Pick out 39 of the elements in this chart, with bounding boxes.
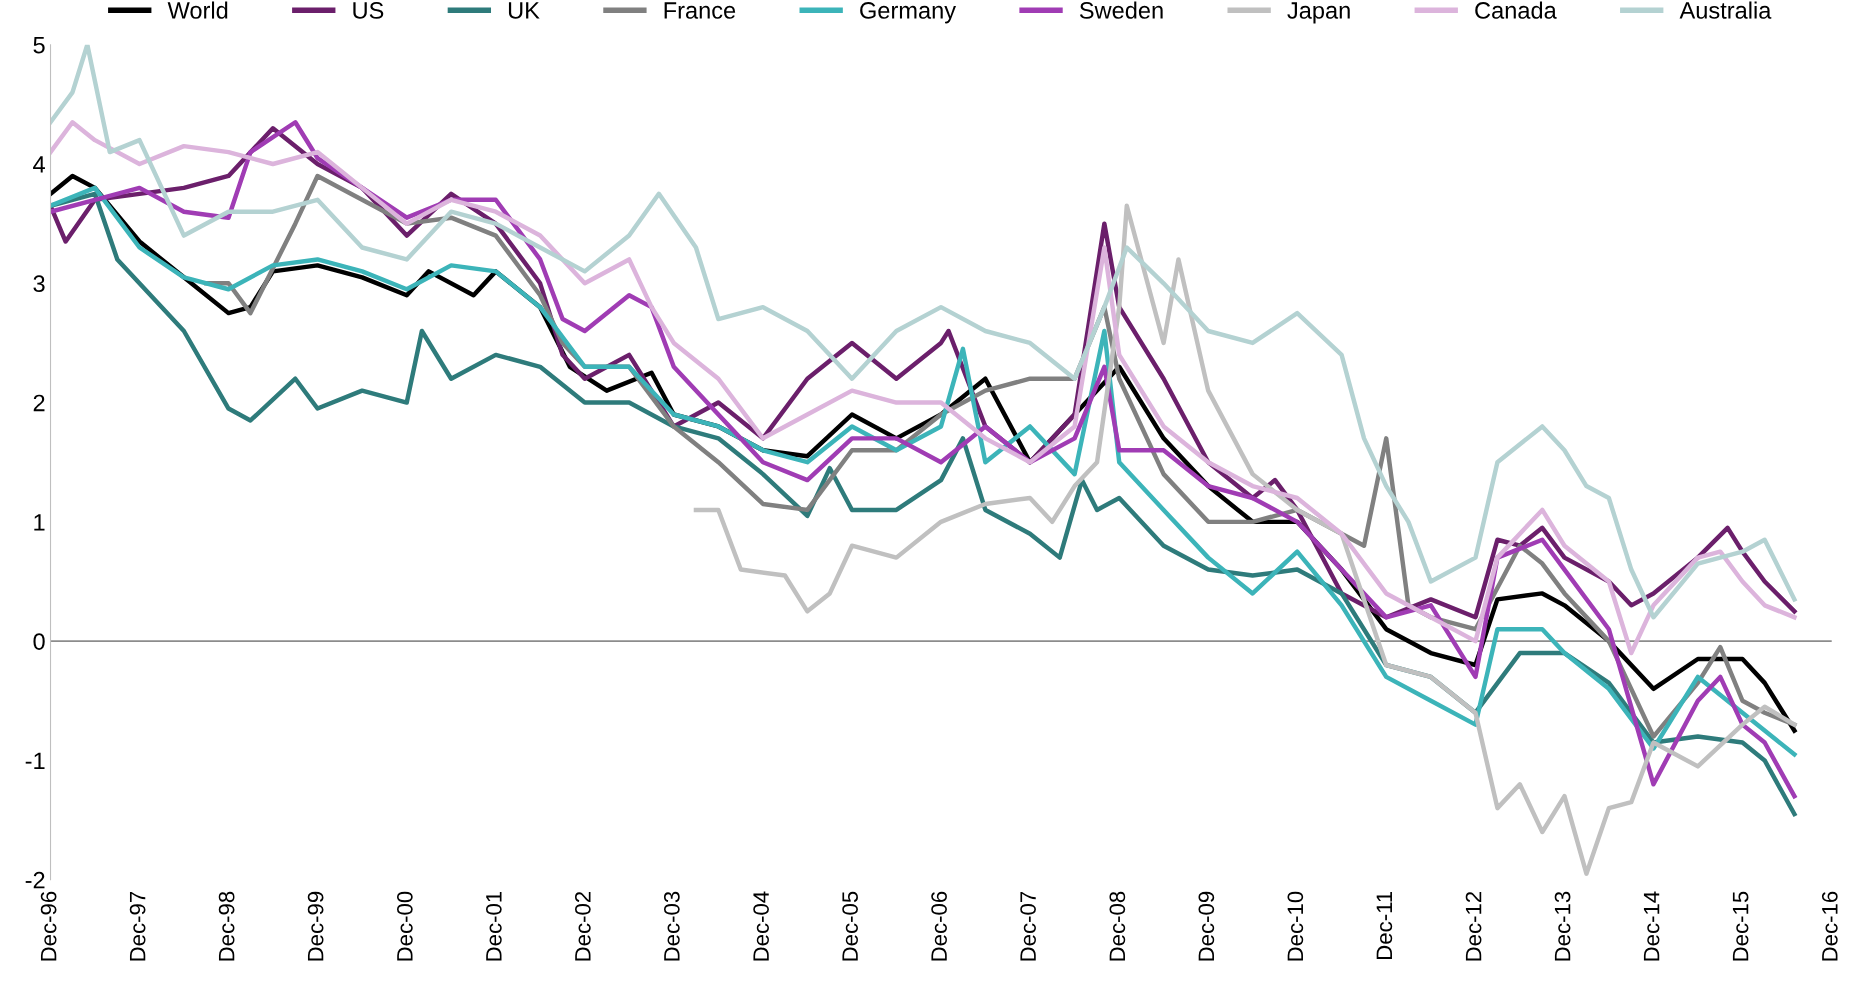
x-tick-label: Dec-16 bbox=[1821, 891, 1838, 961]
legend-label: Australia bbox=[1679, 1, 1772, 19]
legend-label: US bbox=[353, 2, 384, 19]
x-tick-label: Dec-98 bbox=[218, 891, 235, 961]
x-tick-label: Dec-99 bbox=[307, 891, 324, 961]
y-tick-label: 1 bbox=[34, 514, 45, 531]
line-series bbox=[693, 203, 1797, 876]
x-tick-label: Dec-06 bbox=[931, 891, 947, 961]
y-tick-label: -1 bbox=[25, 752, 45, 769]
x-tick-label: Dec-03 bbox=[663, 891, 680, 961]
x-tick-label: Dec-01 bbox=[485, 891, 502, 961]
x-tick-label: Dec-07 bbox=[1020, 891, 1036, 961]
y-tick-label: 5 bbox=[33, 37, 45, 54]
legend-label: World bbox=[167, 1, 228, 19]
legend-label: Germany bbox=[860, 2, 957, 24]
y-tick-label: -2 bbox=[25, 871, 45, 889]
x-tick-label: Dec-96 bbox=[40, 891, 57, 961]
x-tick-label: Dec-02 bbox=[574, 891, 591, 961]
legend-label: UK bbox=[508, 2, 540, 19]
x-tick-label: Dec-08 bbox=[1109, 891, 1126, 961]
x-tick-label: Dec-00 bbox=[396, 891, 413, 961]
x-tick-label: Dec-11 bbox=[1376, 891, 1393, 959]
x-tick-label: Dec-97 bbox=[129, 891, 146, 961]
x-tick-label: Dec-05 bbox=[842, 891, 858, 961]
x-tick-label: Dec-10 bbox=[1287, 891, 1304, 961]
y-tick-label: 0 bbox=[33, 633, 45, 650]
x-tick-label: Dec-12 bbox=[1465, 891, 1482, 961]
x-tick-label: Dec-13 bbox=[1554, 891, 1571, 961]
legend-label: France bbox=[664, 2, 736, 19]
y-tick-label: 4 bbox=[33, 156, 45, 173]
legend-label: Canada bbox=[1475, 1, 1557, 19]
x-tick-label: Dec-15 bbox=[1732, 891, 1749, 961]
legend-label: Sweden bbox=[1079, 1, 1163, 19]
x-tick-label: Dec-04 bbox=[753, 891, 769, 961]
x-tick-label: Dec-09 bbox=[1198, 891, 1215, 961]
x-tick-label: Dec-14 bbox=[1643, 891, 1660, 961]
y-tick-label: 3 bbox=[33, 275, 45, 293]
legend-label: Japan bbox=[1287, 2, 1350, 24]
y-tick-label: 2 bbox=[33, 394, 45, 412]
